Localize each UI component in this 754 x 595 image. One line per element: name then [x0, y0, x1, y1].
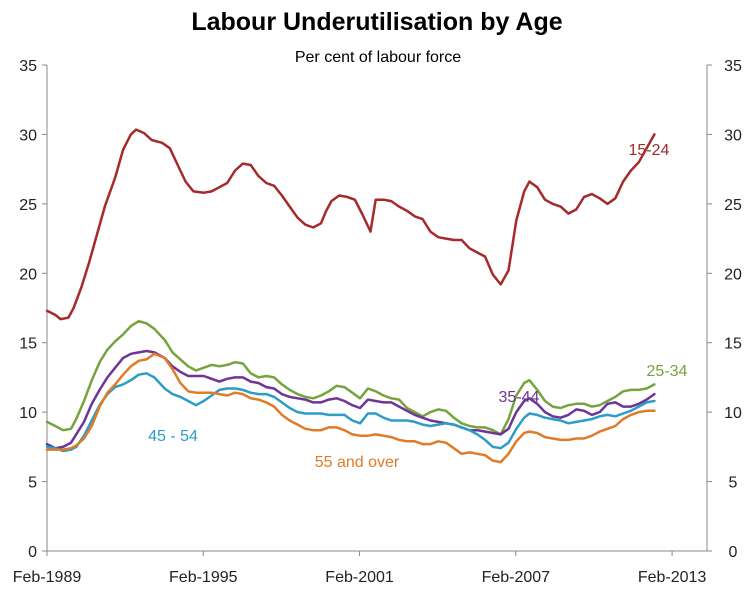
y-tick-label-right: 10: [724, 405, 742, 422]
x-tick-label: Feb-2007: [482, 569, 551, 586]
y-tick-label-right: 35: [724, 58, 742, 75]
series-label-55-and-over: 55 and over: [315, 454, 400, 471]
series-label-15-24: 15-24: [629, 142, 670, 159]
series-line-25-34: [45, 319, 656, 436]
series-line-45-54: [45, 372, 656, 453]
y-tick-label-left: 25: [19, 197, 37, 214]
series-label-35-44: 35-44: [499, 389, 540, 406]
series-line-35-44: [45, 349, 656, 450]
x-tick-label: Feb-1995: [169, 569, 238, 586]
y-tick-label-left: 5: [28, 475, 37, 492]
x-tick-label: Feb-1989: [13, 569, 82, 586]
x-tick-label: Feb-2001: [325, 569, 394, 586]
chart-subtitle: Per cent of labour force: [295, 49, 461, 66]
y-tick-label-left: 30: [19, 127, 37, 144]
y-tick-label-right: 15: [724, 336, 742, 353]
y-tick-label-left: 35: [19, 58, 37, 75]
series-labels: 15-24 25-34 35-44 45 - 54 55 and over: [148, 142, 687, 471]
axes: 0 0 5 5 10 10 15 15 20 20 25 25 30 30 35 35 Feb-1989 Feb-…: [13, 58, 742, 586]
series-line-15-24: [45, 128, 656, 321]
y-tick-label-left: 15: [19, 336, 37, 353]
y-tick-label-right: 0: [729, 544, 738, 561]
series-line-55-and-over: [45, 352, 656, 464]
series-lines: [45, 128, 656, 464]
y-tick-label-left: 0: [28, 544, 37, 561]
y-tick-label-left: 10: [19, 405, 37, 422]
x-tick-label: Feb-2013: [638, 569, 707, 586]
y-tick-label-left: 20: [19, 266, 37, 283]
series-label-25-34: 25-34: [647, 363, 688, 380]
y-tick-label-right: 20: [724, 266, 742, 283]
y-tick-label-right: 30: [724, 127, 742, 144]
chart-title: Labour Underutilisation by Age: [191, 8, 562, 36]
series-label-45-54: 45 - 54: [148, 428, 198, 445]
y-tick-label-right: 5: [729, 475, 738, 492]
y-tick-label-right: 25: [724, 197, 742, 214]
